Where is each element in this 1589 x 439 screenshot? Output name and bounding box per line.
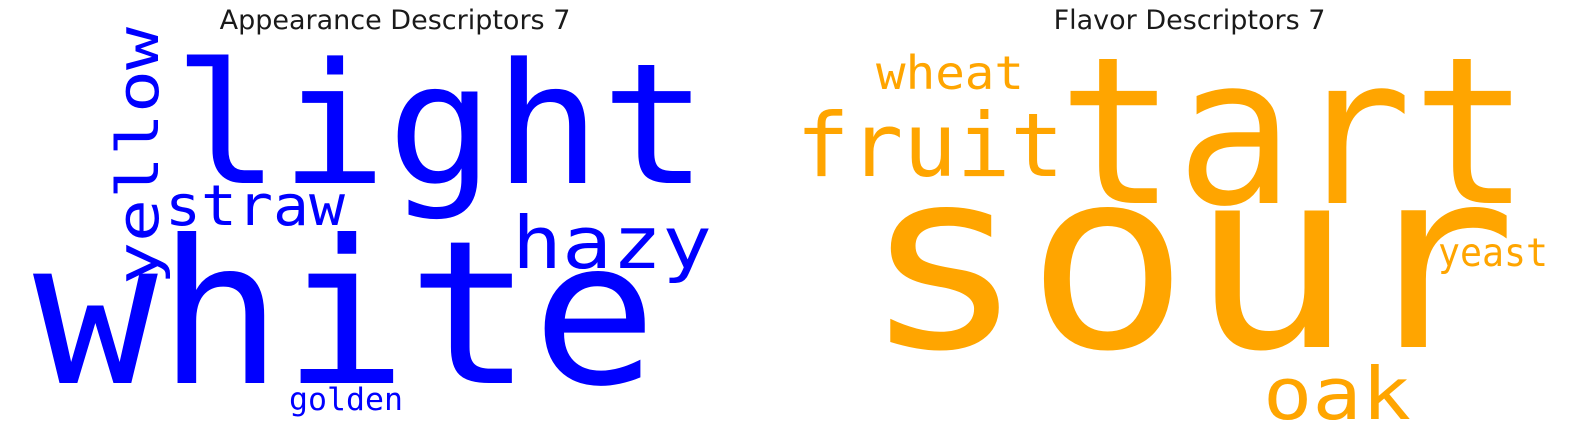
word-sour: sour <box>862 115 1517 406</box>
flavor-wordcloud: sour tart fruit wheat oak yeast <box>796 14 1548 436</box>
word-oak: oak <box>1263 352 1411 436</box>
flavor-panel-title: Flavor Descriptors 7 <box>1053 5 1326 36</box>
word-light: light <box>173 27 708 223</box>
flavor-wordcloud-panel: Flavor Descriptors 7 sour tart fruit whe… <box>790 0 1589 439</box>
word-golden: golden <box>289 382 403 418</box>
word-yellow: yellow <box>104 27 172 285</box>
word-yeast: yeast <box>1438 231 1548 276</box>
word-straw: straw <box>165 174 345 239</box>
word-fruit: fruit <box>796 94 1064 197</box>
appearance-wordcloud: white light yellow straw hazy golden <box>33 27 712 431</box>
appearance-wordcloud-panel: Appearance Descriptors 7 white light yel… <box>0 0 790 439</box>
word-wheat: wheat <box>876 46 1024 100</box>
word-tart: tart <box>1058 14 1530 252</box>
word-hazy: hazy <box>512 201 712 285</box>
word-white: white <box>33 198 657 431</box>
appearance-panel-title: Appearance Descriptors 7 <box>219 5 571 36</box>
